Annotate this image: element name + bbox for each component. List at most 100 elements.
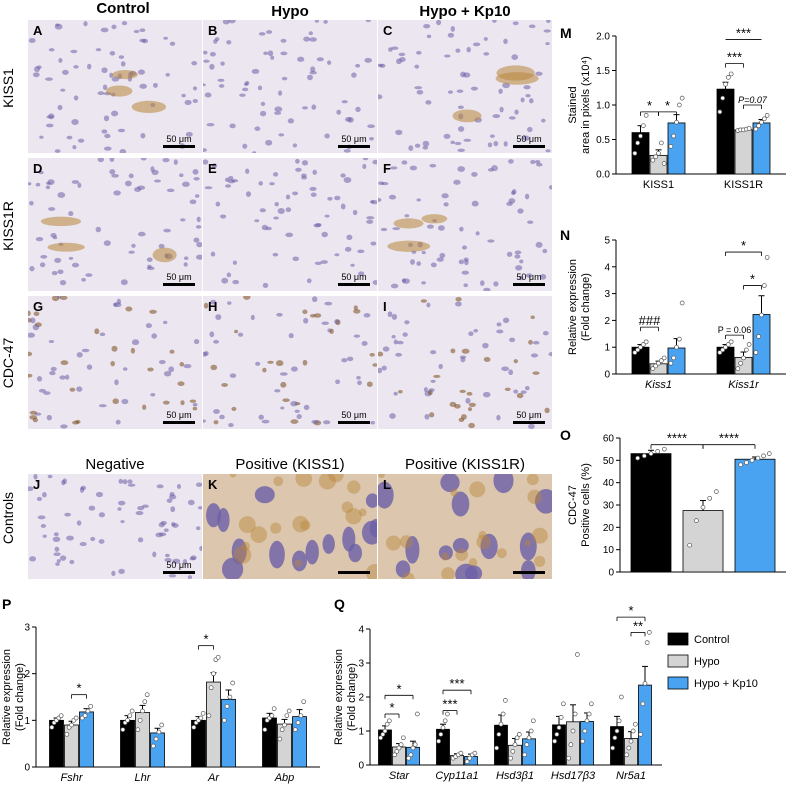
data-point [227,694,233,700]
data-point [588,701,594,707]
chart-q-steroidogenic-expression: Q 0 1 2 3 4 Relative expression(Fold change) St… [333,596,758,782]
data-point [687,542,693,548]
data-point [554,732,560,737]
y-tick-label: 40 [603,478,615,489]
data-point [135,727,141,733]
significance-label: * [203,632,208,647]
scale-bar-line [338,283,370,286]
row-label-cdc47: CDC-47 [0,337,16,389]
bar [638,684,652,766]
data-point [661,355,667,361]
panel-letter: O [560,427,571,443]
data-point [632,721,638,727]
data-point [756,334,762,339]
data-point [552,738,558,744]
data-point [556,725,562,730]
scale-bar: 50 μm [338,134,370,148]
data-point [720,347,726,353]
data-point [642,681,648,686]
data-point [69,722,74,728]
data-point [286,708,292,714]
data-point [679,300,685,306]
data-point [494,745,500,751]
data-point [458,750,464,756]
panel-letter: D [33,161,43,176]
data-point [49,724,55,730]
data-point [753,126,759,132]
bar [508,744,522,766]
y-axis-label: Relative expression(Fold change) [567,259,592,355]
data-point [498,721,504,727]
micrograph-l: L [378,474,552,579]
tissue-texture [203,296,377,429]
y-tick-label: 0 [24,763,30,774]
data-point [574,652,580,657]
data-point [744,460,749,465]
data-point [282,722,287,728]
y-tick-label: 50 [603,456,615,467]
panel-letter: B [208,23,218,38]
bar [716,88,735,175]
data-point [761,453,766,459]
bar [221,698,236,768]
data-point [516,732,522,737]
data-point [85,708,91,714]
data-point [230,680,236,686]
data-point [64,731,70,737]
significance-label: *** [449,676,464,691]
data-point [643,339,649,345]
scale-bar-label: 50 μm [166,272,192,282]
data-point [638,344,643,350]
category-label: Lhr [135,772,152,784]
y-axis-label: Stainedarea in pixels (x10⁴) [567,56,592,154]
scale-bar: 50 μm [513,410,545,424]
y-tick-label: 2.0 [596,32,610,43]
data-point [464,759,470,764]
y-tick-label: 0.0 [596,170,610,181]
scale-bar: 50 μm [163,272,195,286]
data-point [668,360,674,366]
data-point [496,732,502,737]
y-axis-label-line: (Fold change) [580,273,592,341]
significance-label: P=0.07 [738,95,768,105]
data-point [221,717,227,723]
data-point [582,728,588,734]
micrograph-j: J 50 μm [28,474,202,579]
header-hypo-kp10: Hypo + Kp10 [419,3,511,20]
significance-label: **** [667,431,687,446]
tissue-texture [203,20,377,153]
data-point [753,350,759,355]
data-point [626,745,632,751]
scale-bar-line [163,571,195,574]
micrograph-h: H 50 μm [203,296,377,429]
significance-label: * [389,700,394,715]
data-point [713,489,719,494]
data-point [759,119,764,125]
bar [752,314,771,375]
data-point [644,640,650,645]
bar [566,721,580,766]
category-label: Hsd3β1 [496,770,534,782]
y-axis-label-line: Positive cells (%) [580,463,592,547]
data-point [580,738,586,744]
data-point [522,752,528,758]
significance-label: *** [736,25,751,40]
chart-o-cdc47-positive: O 0 10 20 30 40 50 60 CDC-47Positive cells (%) **… [560,427,786,579]
scale-bar [513,570,545,574]
bar [552,724,566,766]
scale-bar-label: 50 μm [341,410,367,420]
significance-label: * [665,98,670,113]
y-tick-label: 0 [608,568,614,579]
data-point [279,727,285,733]
y-tick-label: 5 [604,236,610,247]
data-point [638,133,643,139]
data-point [530,718,536,724]
data-point [584,718,590,724]
panel-letter: P [2,596,11,612]
header-control: Control [96,0,150,17]
tissue-texture [28,296,202,429]
data-point [386,718,392,724]
category-label: Cyp11a1 [435,770,478,782]
data-point [502,698,508,703]
data-point [725,75,731,80]
